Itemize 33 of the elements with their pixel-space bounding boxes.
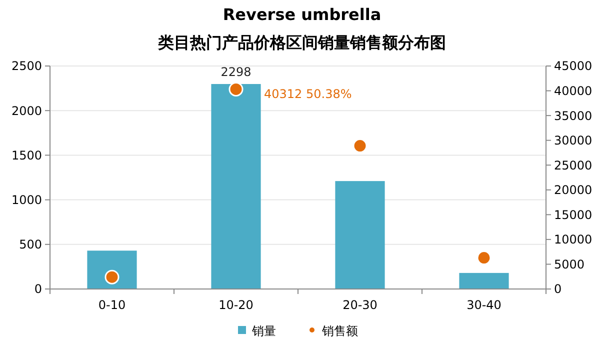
y2-tick-label: 35000	[554, 108, 592, 123]
x-tick-label: 20-30	[342, 298, 378, 312]
y2-tick-label: 20000	[554, 183, 592, 198]
point	[228, 82, 244, 96]
chart-title: Reverse umbrella	[222, 5, 382, 24]
bar	[335, 181, 385, 289]
x-tick-label: 0-10	[98, 298, 126, 312]
data-label: 2298	[220, 65, 252, 80]
y-tick-label: 500	[19, 238, 42, 252]
point	[476, 250, 492, 266]
data-label: 40312 50.38%	[264, 87, 352, 102]
bar	[87, 250, 137, 289]
y2-tick-label: 45000	[554, 59, 592, 74]
y2-tick-label: 10000	[554, 232, 592, 247]
y2-tick-label: 15000	[554, 208, 592, 222]
legend-label: 销量	[251, 324, 276, 338]
y2-tick-label: 5000	[554, 257, 585, 272]
point	[352, 138, 368, 154]
y-tick-label: 2000	[11, 104, 42, 118]
y2-tick-label: 0	[554, 282, 562, 296]
y-tick-label: 1500	[11, 148, 42, 162]
y-tick-label: 1000	[11, 193, 42, 207]
y2-tick-label: 40000	[554, 84, 592, 98]
y2-tick-label: 30000	[554, 134, 592, 148]
legend-label: 销售额	[321, 324, 358, 338]
bar	[211, 84, 261, 289]
bar	[459, 272, 509, 289]
y-tick-label: 2500	[11, 59, 42, 74]
chart-subtitle: 类目热门产品价格区间销量销售额分布图	[157, 33, 446, 52]
y2-tick-label: 25000	[554, 158, 592, 172]
y-tick-label: 0	[34, 282, 42, 296]
x-tick-label: 10-20	[218, 298, 254, 312]
x-tick-label: 30-40	[466, 298, 502, 312]
